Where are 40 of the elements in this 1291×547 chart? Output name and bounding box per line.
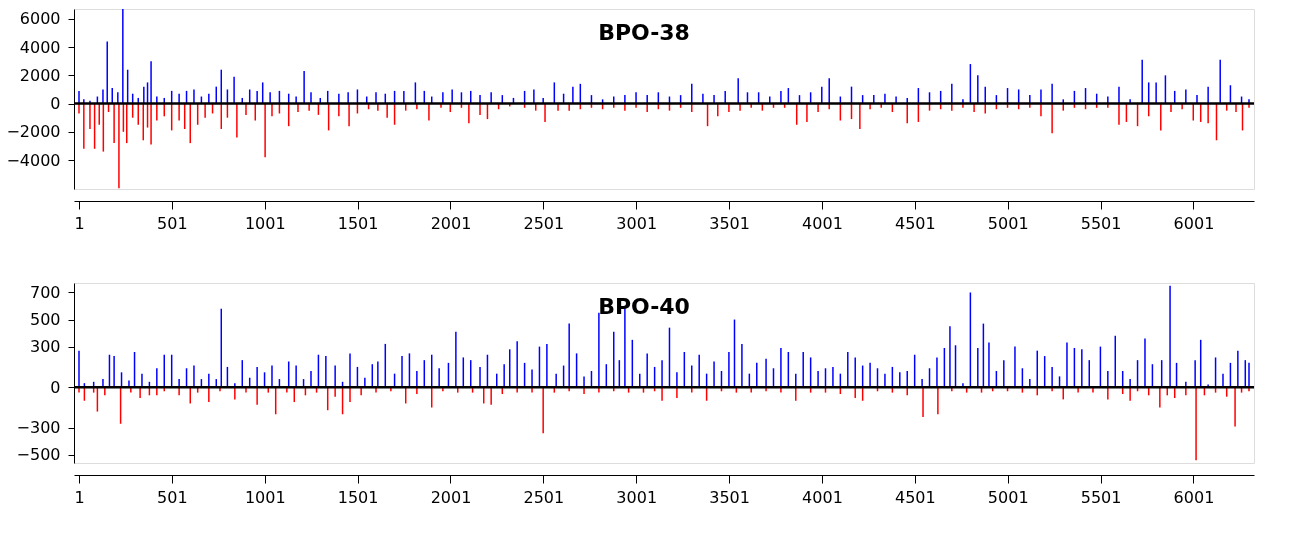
text: BPO-40 bbox=[598, 294, 690, 319]
y-tick-label: 500 bbox=[29, 310, 61, 330]
x-tick-label: 501 bbox=[157, 487, 188, 507]
x-tick-label: 1001 bbox=[244, 487, 286, 507]
x-tick-label: 6001 bbox=[1173, 213, 1215, 233]
y-tick-label: −500 bbox=[16, 445, 61, 465]
x-tick-label: 3501 bbox=[709, 487, 750, 507]
x-tick-label: 5501 bbox=[1080, 213, 1122, 233]
x-tick-label: 5001 bbox=[987, 487, 1029, 507]
x-tick-label: 1 bbox=[74, 213, 85, 233]
y-tick-label: 4000 bbox=[19, 37, 61, 57]
x-tick-label: 2001 bbox=[430, 487, 472, 507]
x-tick-label: 4001 bbox=[802, 487, 843, 507]
x-tick-label: 4001 bbox=[802, 213, 843, 233]
x-tick-label: 4501 bbox=[894, 213, 936, 233]
y-tick-label: 6000 bbox=[19, 9, 61, 29]
y-tick-label: −4000 bbox=[6, 150, 61, 170]
x-tick-label: 5501 bbox=[1080, 487, 1122, 507]
y-tick-label: 700 bbox=[29, 282, 61, 302]
x-tick-label: 3501 bbox=[709, 213, 750, 233]
x-tick-label: 1501 bbox=[337, 213, 379, 233]
y-tick-label: 2000 bbox=[19, 65, 61, 85]
x-tick-label: 2001 bbox=[430, 213, 472, 233]
y-tick-label: 0 bbox=[50, 377, 61, 397]
x-tick-label: 1001 bbox=[244, 213, 286, 233]
text: BPO-38 bbox=[598, 20, 690, 45]
y-tick-label: 300 bbox=[29, 337, 61, 357]
x-tick-label: 6001 bbox=[1173, 487, 1215, 507]
x-tick-label: 501 bbox=[157, 213, 188, 233]
x-tick-label: 5001 bbox=[987, 213, 1029, 233]
y-tick-label: −300 bbox=[16, 418, 61, 438]
x-tick-label: 1 bbox=[74, 487, 85, 507]
y-tick-label: 0 bbox=[50, 94, 61, 114]
y-tick-label: −2000 bbox=[6, 122, 61, 142]
x-tick-label: 3001 bbox=[616, 487, 658, 507]
x-tick-label: 4501 bbox=[894, 487, 936, 507]
x-tick-label: 1501 bbox=[337, 487, 379, 507]
x-tick-label: 3001 bbox=[616, 213, 658, 233]
x-tick-label: 2501 bbox=[523, 487, 565, 507]
x-tick-label: 2501 bbox=[523, 213, 565, 233]
